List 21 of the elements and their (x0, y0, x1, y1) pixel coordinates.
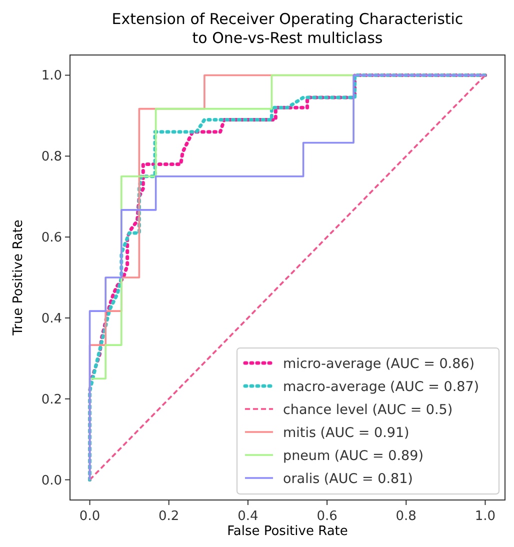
y-tick-label: 0.6 (41, 230, 62, 246)
x-tick-label: 0.0 (79, 509, 100, 524)
x-tick-label: 0.2 (158, 509, 180, 524)
y-tick-label: 0.8 (41, 150, 62, 165)
x-tick-label: 1.0 (474, 509, 496, 524)
x-axis-title: False Positive Rate (227, 524, 348, 539)
legend-label: micro-average (AUC = 0.86) (283, 356, 475, 372)
y-tick-label: 0.0 (41, 473, 62, 488)
x-tick-label: 0.6 (316, 509, 338, 524)
y-tick-label: 0.2 (41, 392, 62, 408)
x-tick-label: 0.8 (396, 509, 416, 524)
legend-label: pneum (AUC = 0.89) (283, 448, 424, 464)
legend-label: mitis (AUC = 0.91) (283, 425, 410, 441)
y-tick-label: 0.4 (41, 311, 62, 326)
chart-title: Extension of Receiver Operating Characteristic to One-vs-Rest multiclass (112, 10, 464, 47)
legend-label: oralis (AUC = 0.81) (283, 471, 413, 487)
x-tick-label: 0.4 (238, 509, 258, 524)
y-axis-title: True Positive Rate (11, 220, 26, 336)
legend-label: chance level (AUC = 0.5) (283, 402, 453, 418)
legend-label: macro-average (AUC = 0.87) (283, 379, 480, 395)
y-tick-label: 1.0 (41, 68, 62, 84)
